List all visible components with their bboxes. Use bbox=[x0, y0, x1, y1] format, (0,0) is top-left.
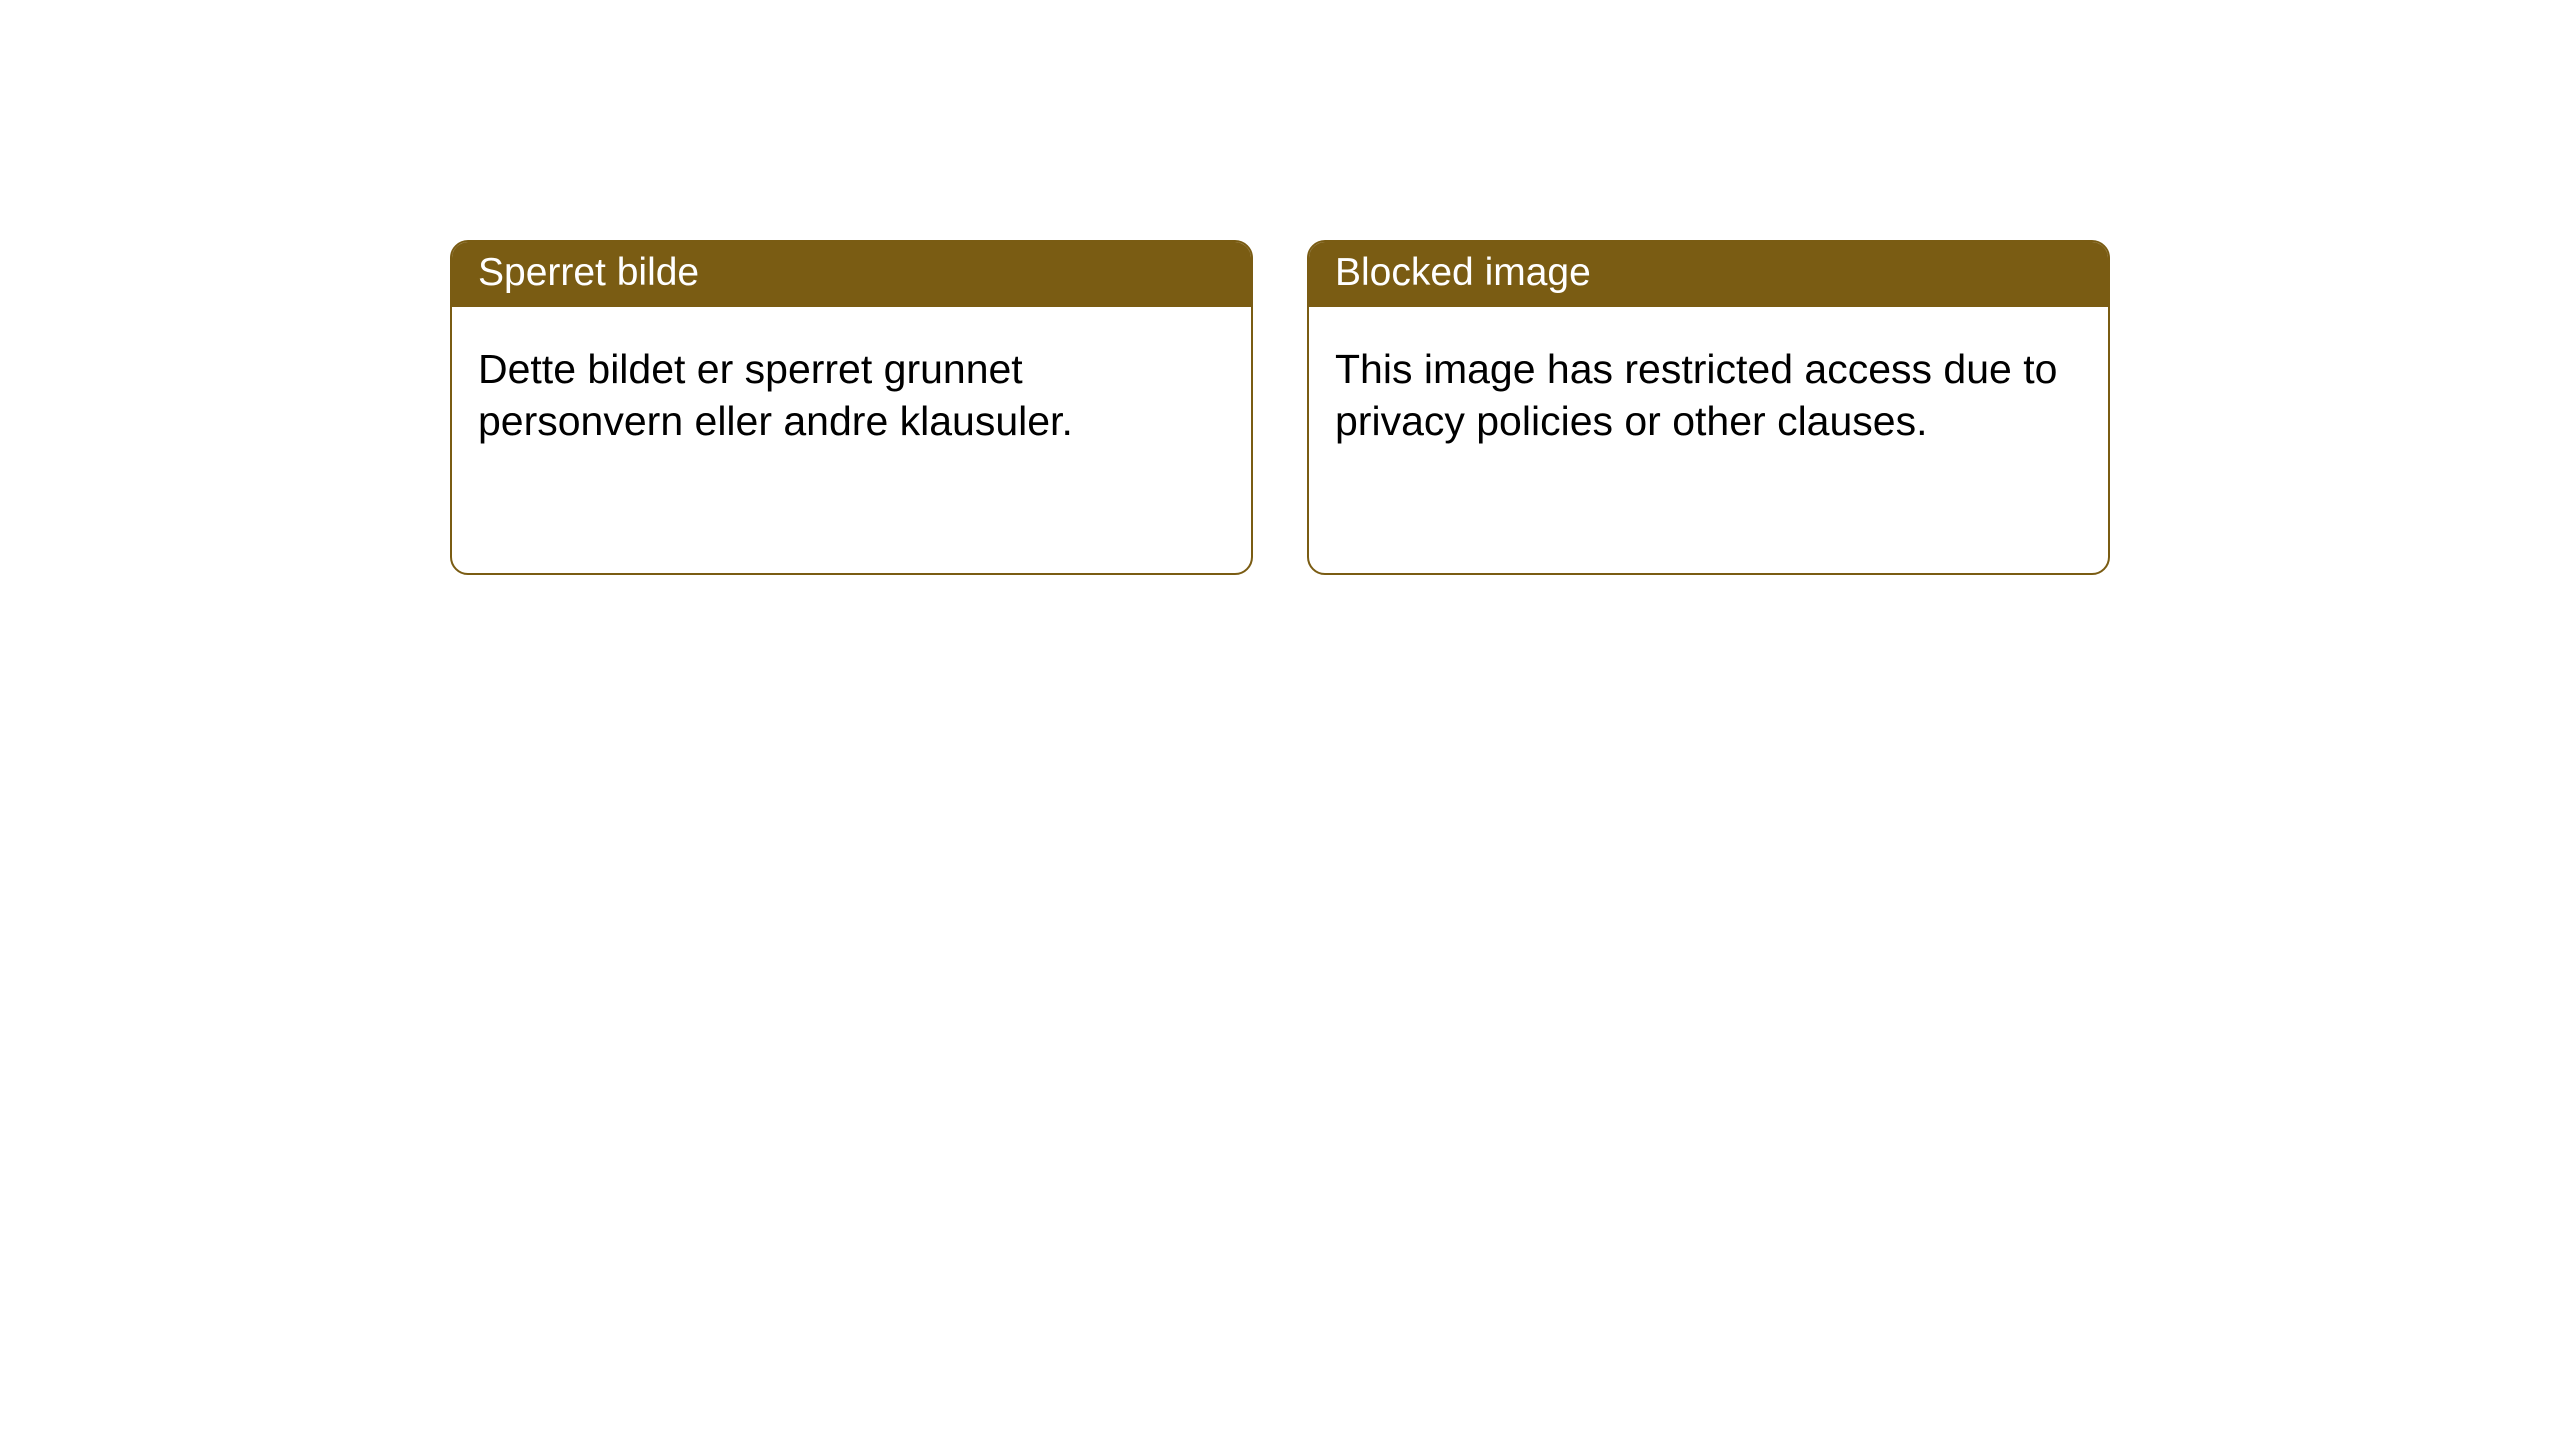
blocked-image-card-en: Blocked image This image has restricted … bbox=[1307, 240, 2110, 575]
blocked-image-card-no: Sperret bilde Dette bildet er sperret gr… bbox=[450, 240, 1253, 575]
card-header: Sperret bilde bbox=[452, 242, 1251, 307]
card-body: This image has restricted access due to … bbox=[1309, 307, 2108, 484]
card-body: Dette bildet er sperret grunnet personve… bbox=[452, 307, 1251, 484]
card-header: Blocked image bbox=[1309, 242, 2108, 307]
card-container: Sperret bilde Dette bildet er sperret gr… bbox=[0, 0, 2560, 575]
